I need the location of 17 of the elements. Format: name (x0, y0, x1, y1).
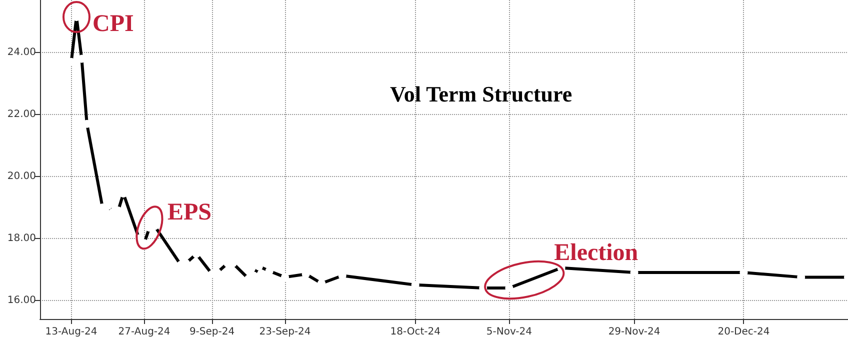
x-tick-label: 5-Nov-24 (486, 326, 532, 337)
text: Vol Term Structure (390, 82, 572, 106)
x-tick-label: 27-Aug-24 (118, 326, 170, 337)
x-tick-label: 23-Sep-24 (259, 326, 311, 337)
y-tick-label: 22.00 (7, 109, 36, 120)
x-tick-label: 29-Nov-24 (608, 326, 660, 337)
annotation: CPI (92, 11, 134, 38)
x-tick-label: 20-Dec-24 (718, 326, 770, 337)
y-tick-label: 18.00 (7, 232, 36, 244)
y-tick-label: 24.00 (7, 47, 36, 58)
annotation: Election (554, 240, 638, 266)
annotation: EPS (167, 200, 212, 226)
x-tick-label: 9-Sep-24 (189, 326, 235, 337)
x-tick-label: 18-Oct-24 (390, 326, 440, 337)
y-tick-label: 20.00 (7, 171, 36, 182)
y-tick-label: 16.00 (7, 294, 36, 306)
x-tick-label: 13-Aug-24 (45, 326, 98, 337)
